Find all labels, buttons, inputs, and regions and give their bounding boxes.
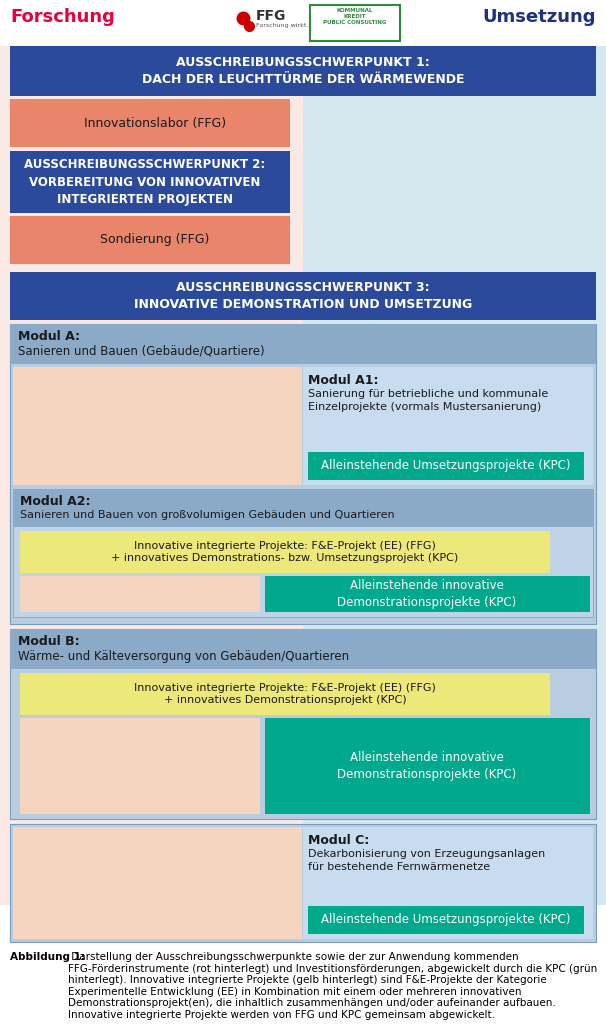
Text: Modul A2:: Modul A2: [20,495,90,508]
Bar [10,824,596,942]
Text: Abbildung 1:: Abbildung 1: [10,952,85,962]
Bar [303,0,606,905]
Text: AUSSCHREIBUNGSSCHWERPUNKT 1:
DACH DER LEUCHTTÜRME DER WÄRMEWENDE: AUSSCHREIBUNGSSCHWERPUNKT 1: DACH DER LE… [142,56,464,86]
Bar [265,718,590,814]
Text: Dekarbonisierung von Erzeugungsanlagen
für bestehende Fernwärmenetze: Dekarbonisierung von Erzeugungsanlagen f… [308,849,545,871]
Bar [10,324,596,364]
Text: Wärme- und Kälteversorgung von Gebäuden/Quartieren: Wärme- und Kälteversorgung von Gebäuden/… [18,650,349,663]
Bar [0,0,606,46]
Bar [10,99,290,147]
Text: Modul C:: Modul C: [308,834,369,847]
Text: Sondierung (FFG): Sondierung (FFG) [101,233,210,247]
Bar [20,575,260,612]
Bar [20,531,550,573]
Text: Forschung wirkt.: Forschung wirkt. [256,23,308,28]
Text: Modul A:: Modul A: [18,330,80,343]
Text: Innovationslabor (FFG): Innovationslabor (FFG) [84,117,226,129]
Bar [13,367,302,485]
Text: Alleinstehende Umsetzungsprojekte (KPC): Alleinstehende Umsetzungsprojekte (KPC) [321,460,571,472]
Text: Innovative integrierte Projekte: F&E-Projekt (EE) (FFG)
+ innovatives Demonstrat: Innovative integrierte Projekte: F&E-Pro… [134,683,436,706]
Bar [10,629,596,819]
Bar [303,827,593,939]
Text: Sanierung für betriebliche und kommunale
Einzelprojekte (vormals Mustersanierung: Sanierung für betriebliche und kommunale… [308,389,548,412]
Text: Alleinstehende Umsetzungsprojekte (KPC): Alleinstehende Umsetzungsprojekte (KPC) [321,913,571,927]
Text: Umsetzung: Umsetzung [482,8,596,26]
Bar [20,718,260,814]
Text: Darstellung der Ausschreibungsschwerpunkte sowie der zur Anwendung kommenden FFG: Darstellung der Ausschreibungsschwerpunk… [68,952,598,1020]
Text: Alleinstehende innovative
Demonstrationsprojekte (KPC): Alleinstehende innovative Demonstrations… [338,580,517,608]
Text: Modul A1:: Modul A1: [308,374,379,387]
Bar [310,5,400,41]
Bar [10,216,290,264]
Bar [13,489,593,617]
Text: Sanieren und Bauen (Gebäude/Quartiere): Sanieren und Bauen (Gebäude/Quartiere) [18,345,265,358]
Text: Alleinstehende innovative
Demonstrationsprojekte (KPC): Alleinstehende innovative Demonstrations… [338,752,517,780]
Bar [0,0,303,905]
Text: Modul B:: Modul B: [18,635,79,648]
Text: Innovative integrierte Projekte: F&E-Projekt (EE) (FFG)
+ innovatives Demonstrat: Innovative integrierte Projekte: F&E-Pro… [112,541,459,563]
Bar [13,489,593,527]
Text: Forschung: Forschung [10,8,115,26]
Bar [308,906,584,934]
Text: Sanieren und Bauen von großvolumigen Gebäuden und Quartieren: Sanieren und Bauen von großvolumigen Geb… [20,510,395,520]
Bar [303,367,593,485]
Bar [10,629,596,669]
Bar [20,673,550,715]
Bar [10,46,596,96]
Bar [13,827,302,939]
Bar [10,324,596,624]
Bar [10,272,596,319]
Bar [10,151,290,213]
Text: FFG: FFG [256,9,287,23]
Text: AUSSCHREIBUNGSSCHWERPUNKT 2:
VORBEREITUNG VON INNOVATIVEN
INTEGRIERTEN PROJEKTEN: AUSSCHREIBUNGSSCHWERPUNKT 2: VORBEREITUN… [24,159,265,206]
Text: KOMMUNAL
KREDIT
PUBLIC CONSULTING: KOMMUNAL KREDIT PUBLIC CONSULTING [324,8,387,25]
Text: AUSSCHREIBUNGSSCHWERPUNKT 3:
INNOVATIVE DEMONSTRATION UND UMSETZUNG: AUSSCHREIBUNGSSCHWERPUNKT 3: INNOVATIVE … [134,281,472,311]
Bar [308,452,584,480]
Bar [265,575,590,612]
